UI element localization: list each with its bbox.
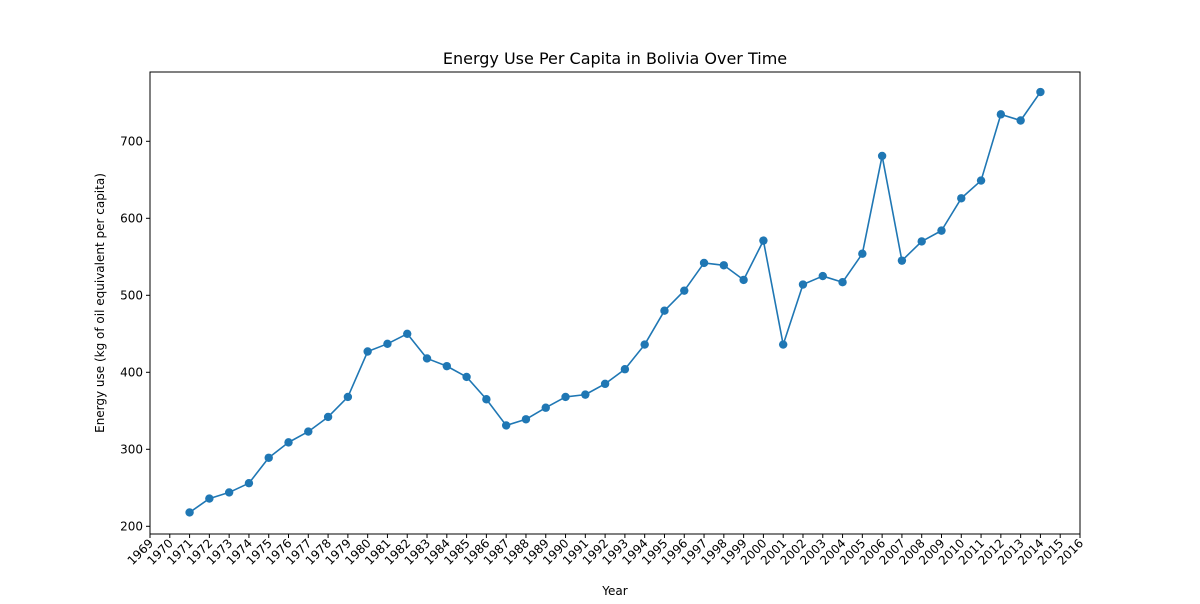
y-axis: 200 300 400 500 600 700 <box>120 134 150 533</box>
y-axis-label: Energy use (kg of oil equivalent per cap… <box>93 173 107 433</box>
data-point-1976 <box>284 438 293 447</box>
data-point-2000 <box>759 236 768 245</box>
data-point-1983 <box>422 354 432 363</box>
y-tick-label-500: 500 <box>120 288 143 302</box>
data-point-1998 <box>719 261 729 270</box>
data-point-2002 <box>798 280 808 289</box>
data-point-2007 <box>897 256 907 265</box>
x-axis-label: Year <box>601 584 627 598</box>
data-point-1990 <box>561 392 570 402</box>
data-point-2014 <box>1036 87 1045 97</box>
data-point-2008 <box>917 237 926 246</box>
y-tick-label-200: 200 <box>120 519 143 533</box>
data-point-1981 <box>383 339 392 349</box>
data-point-1992 <box>600 379 610 389</box>
data-point-2006 <box>877 151 887 161</box>
y-tick-label-700: 700 <box>120 134 143 148</box>
data-point-1979 <box>343 392 353 402</box>
data-point-1994 <box>640 340 649 349</box>
data-point-1982 <box>403 329 412 338</box>
data-point-1978 <box>323 412 333 422</box>
x-axis: 1969197019711972197319741975197619771978… <box>125 534 1086 568</box>
chart-title: Energy Use Per Capita in Bolivia Over Ti… <box>443 49 787 68</box>
data-point-1989 <box>541 403 550 412</box>
data-point-1996 <box>680 286 689 295</box>
data-point-1987 <box>501 421 511 430</box>
data-point-1980 <box>363 347 372 356</box>
plot-area-frame <box>149 71 1081 535</box>
data-point-1995 <box>660 306 669 315</box>
data-point-1971 <box>185 508 194 517</box>
data-point-2013 <box>1016 116 1025 125</box>
data-point-1991 <box>581 390 590 399</box>
data-point-1975 <box>264 453 273 462</box>
data-point-2001 <box>778 340 788 349</box>
data-point-1977 <box>304 427 313 436</box>
data-point-1973 <box>224 488 234 497</box>
data-point-1974 <box>244 478 254 488</box>
series-group <box>185 87 1045 517</box>
data-point-1993 <box>620 365 630 374</box>
data-point-1999 <box>739 275 748 285</box>
data-point-1988 <box>521 415 531 424</box>
y-tick-label-600: 600 <box>120 211 143 225</box>
data-point-2012 <box>996 110 1006 119</box>
data-point-1986 <box>482 395 491 404</box>
data-point-1997 <box>699 258 709 268</box>
y-tick-label-400: 400 <box>120 365 143 379</box>
data-point-1984 <box>442 361 452 371</box>
data-point-1985 <box>462 372 471 382</box>
series-line-0 <box>189 91 1042 514</box>
data-point-2009 <box>937 226 946 235</box>
data-point-2005 <box>858 249 867 258</box>
y-tick-label-300: 300 <box>120 442 143 456</box>
data-point-2010 <box>957 194 966 203</box>
data-point-2004 <box>838 278 847 287</box>
data-point-2011 <box>976 176 986 185</box>
data-point-2003 <box>818 271 827 281</box>
data-point-1972 <box>205 494 214 503</box>
